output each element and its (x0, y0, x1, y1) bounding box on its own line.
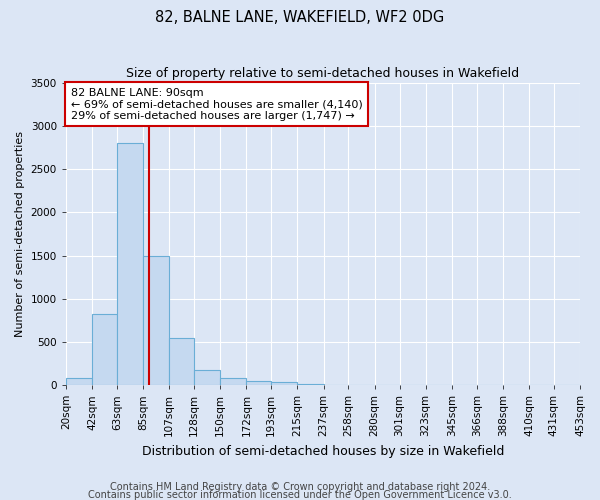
Text: Contains public sector information licensed under the Open Government Licence v3: Contains public sector information licen… (88, 490, 512, 500)
Text: Contains HM Land Registry data © Crown copyright and database right 2024.: Contains HM Land Registry data © Crown c… (110, 482, 490, 492)
Bar (117, 144, 143, 385)
Bar (247, 380, 271, 385)
Bar (169, 338, 194, 385)
Text: 82 BALNE LANE: 90sqm
← 69% of semi-detached houses are smaller (4,140)
29% of se: 82 BALNE LANE: 90sqm ← 69% of semi-detac… (71, 88, 363, 121)
Bar (271, 382, 298, 385)
Bar (66, 378, 92, 385)
Bar (92, 314, 117, 385)
Text: 82, BALNE LANE, WAKEFIELD, WF2 0DG: 82, BALNE LANE, WAKEFIELD, WF2 0DG (155, 10, 445, 25)
Title: Size of property relative to semi-detached houses in Wakefield: Size of property relative to semi-detach… (127, 68, 520, 80)
Bar (194, 370, 220, 385)
Bar (298, 384, 323, 385)
Bar (220, 378, 247, 385)
Bar (143, 256, 169, 385)
X-axis label: Distribution of semi-detached houses by size in Wakefield: Distribution of semi-detached houses by … (142, 444, 504, 458)
Y-axis label: Number of semi-detached properties: Number of semi-detached properties (15, 131, 25, 337)
